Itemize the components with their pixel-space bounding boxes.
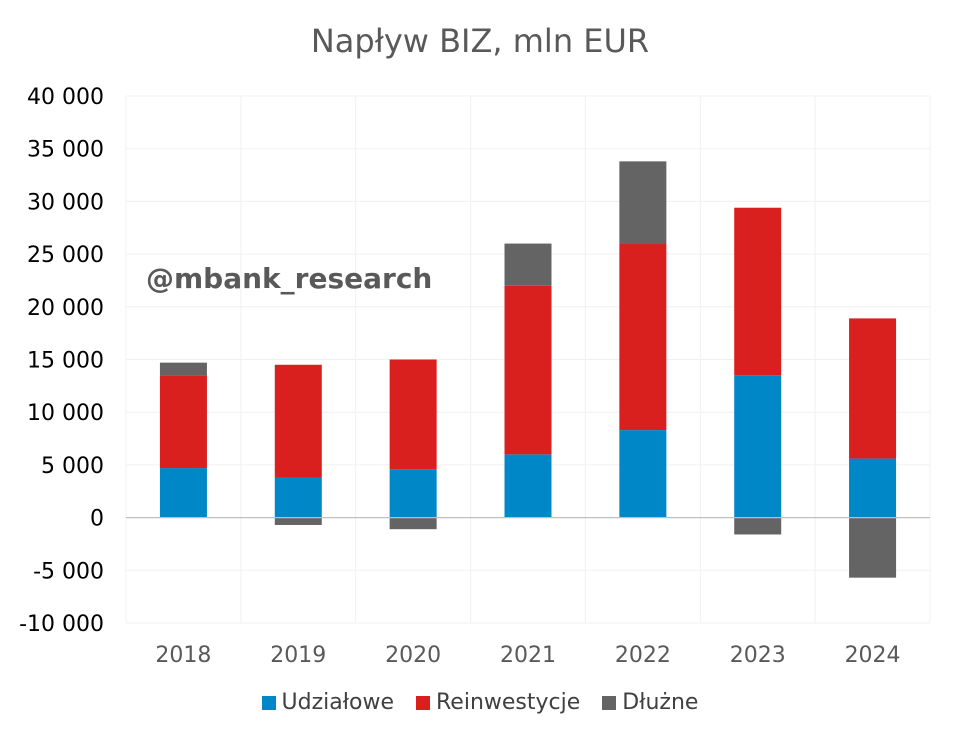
x-tick-label: 2018 [155, 643, 211, 668]
y-tick-label: 10 000 [27, 401, 104, 426]
x-tick-label: 2020 [385, 643, 441, 668]
x-tick-label: 2022 [615, 643, 671, 668]
legend: Udziałowe Reinwestycje Dłużne [0, 690, 960, 715]
bar-segment [734, 375, 782, 518]
bar-segment [389, 517, 437, 530]
legend-label-reinwestycje: Reinwestycje [436, 690, 581, 715]
bar-segment [504, 243, 552, 286]
bar-segment [389, 469, 437, 518]
y-tick-label: 15 000 [27, 349, 104, 374]
legend-item-reinwestycje: Reinwestycje [416, 690, 580, 715]
bar-segment [159, 468, 207, 518]
bar-segment [504, 454, 552, 518]
bar-segment [849, 517, 897, 578]
y-tick-label: 20 000 [27, 296, 104, 321]
bar-segment [619, 161, 667, 244]
y-tick-label: 5 000 [41, 454, 104, 479]
y-tick-label: 25 000 [27, 243, 104, 268]
bar-segment [389, 359, 437, 470]
legend-item-dluzne: Dłużne [602, 690, 698, 715]
bar-segment [619, 243, 667, 431]
y-tick-label: 35 000 [27, 138, 104, 163]
watermark-annotation: @mbank_research [146, 262, 433, 295]
y-tick-label: -10 000 [19, 612, 104, 637]
chart-title: Napływ BIZ, mln EUR [310, 22, 650, 60]
x-tick-label: 2021 [500, 643, 556, 668]
y-tick-label: -5 000 [33, 559, 104, 584]
legend-label-udzialowe: Udziałowe [281, 690, 394, 715]
bar-segment [159, 375, 207, 469]
bar-segment [274, 364, 322, 478]
legend-swatch-udzialowe [261, 695, 276, 710]
legend-swatch-reinwestycje [416, 695, 430, 710]
x-tick-label: 2019 [270, 643, 326, 668]
y-tick-label: 40 000 [27, 85, 104, 110]
bar-segment [619, 430, 667, 518]
bar-segment [274, 477, 322, 518]
bar-segment [159, 362, 207, 376]
bar-segment [274, 517, 322, 525]
bar-segment [504, 285, 552, 455]
x-tick-label: 2024 [845, 643, 901, 668]
bar-segment [734, 207, 782, 376]
y-tick-label: 0 [90, 507, 104, 532]
bar-segment [849, 458, 897, 518]
legend-swatch-dluzne [602, 695, 617, 710]
legend-label-dluzne: Dłużne [622, 690, 699, 715]
bar-segment [734, 517, 782, 535]
x-tick-label: 2023 [730, 643, 786, 668]
legend-item-udzialowe: Udziałowe [261, 690, 394, 715]
y-tick-label: 30 000 [27, 190, 104, 215]
bar-segment [849, 318, 897, 459]
